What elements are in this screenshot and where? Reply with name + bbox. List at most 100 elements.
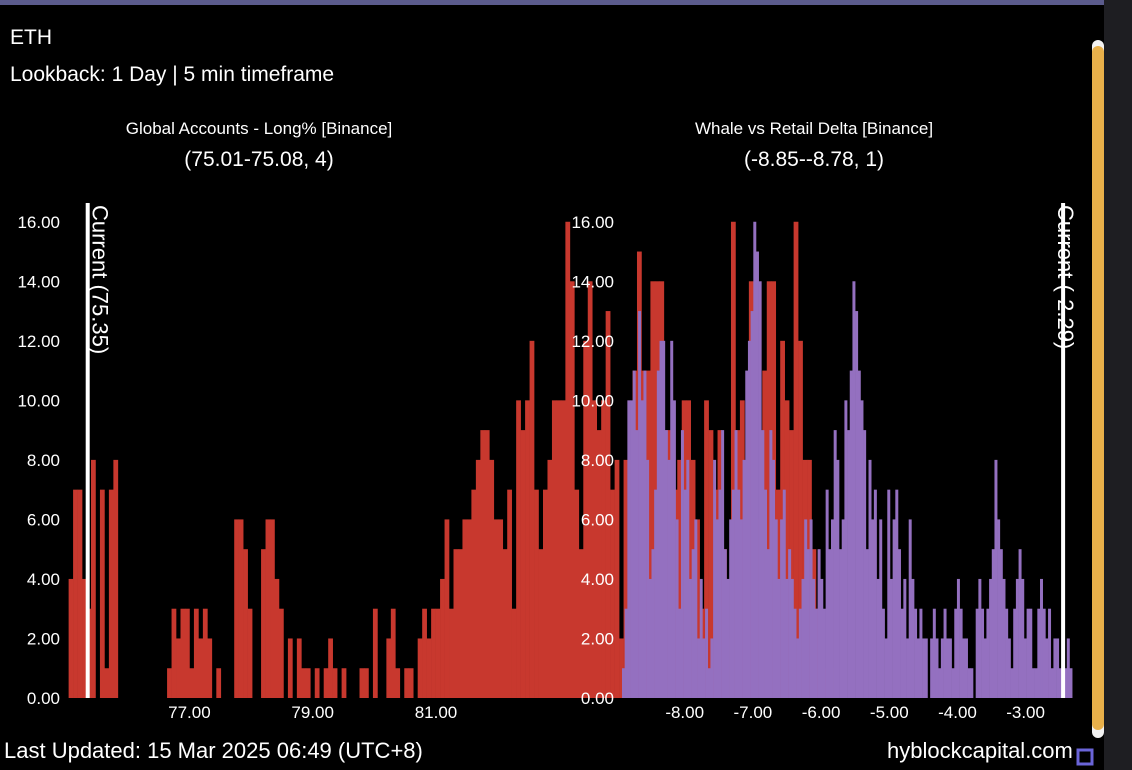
- chart-right-bar: [747, 340, 751, 698]
- chart-right-bar: [873, 489, 877, 698]
- chart-right-bar: [868, 459, 872, 698]
- chart-left-bar: [551, 400, 557, 698]
- chart-right-bar: [766, 549, 770, 698]
- chart-right-bar: [954, 608, 958, 698]
- chart-left-bar: [444, 519, 450, 698]
- chart-right-bar: [785, 578, 789, 698]
- chart-left-bar: [498, 519, 504, 698]
- chart-right-bar: [876, 578, 880, 698]
- chart-right-bar: [1015, 578, 1019, 698]
- chart-right-bar: [764, 489, 767, 698]
- chart-right-bar: [734, 430, 738, 698]
- chart-left-subtitle: (75.01-75.08, 4): [184, 148, 334, 171]
- chart-left-bar: [547, 459, 553, 698]
- chart-left-bar: [435, 608, 441, 698]
- chart-left-bar: [560, 400, 566, 698]
- chart-right-bar: [989, 578, 993, 698]
- chart-left-ytick-label: 12.00: [17, 332, 60, 351]
- chart-left-bar: [167, 668, 172, 698]
- chart-left-bar: [453, 549, 459, 698]
- chart-right-bar: [753, 221, 757, 698]
- chart-right-bar: [1010, 668, 1014, 698]
- chart-right-bar: [847, 430, 851, 698]
- chart-right-bar: [881, 608, 885, 698]
- chart-right-bar: [844, 400, 848, 698]
- brand-label[interactable]: hyblockcapital.com: [887, 738, 1073, 763]
- chart-right-bar: [780, 519, 784, 698]
- chart-right-ytick-label: 14.00: [571, 272, 614, 291]
- chart-left-bar: [202, 608, 208, 698]
- chart-right-ytick-label: 16.00: [571, 213, 614, 232]
- chart-left-bar: [238, 519, 244, 698]
- chart-right-bar: [790, 578, 794, 698]
- chart-right-bar: [755, 251, 759, 698]
- chart-right-bar: [930, 638, 934, 698]
- chart-left-bar: [578, 549, 584, 698]
- chart-right-bar: [723, 549, 727, 698]
- chart-right-bar: [1007, 638, 1011, 698]
- chart-left-bar: [176, 638, 181, 698]
- chart-left-bar: [99, 489, 105, 698]
- chart-right-bar: [857, 370, 861, 698]
- chart-left-bar: [543, 489, 548, 698]
- chart-left-bar: [323, 668, 329, 698]
- chart-left-bar: [431, 608, 436, 698]
- chart-right-ytick-label: 0.00: [581, 689, 614, 708]
- chart-right-bar: [812, 578, 816, 698]
- chart-left-bar: [328, 638, 333, 698]
- chart-right-bar: [721, 430, 725, 698]
- chart-right-bar: [630, 400, 634, 698]
- chart-right-bar: [900, 608, 904, 698]
- chart-left-bar: [261, 549, 266, 698]
- chart-right-bar: [967, 668, 971, 698]
- chart-left-bar: [556, 400, 562, 698]
- chart-right-bar: [761, 430, 765, 698]
- chart-right-xtick-label: -5.00: [870, 703, 909, 722]
- chart-right-ytick-label: 4.00: [581, 570, 614, 589]
- chart-left-bar: [216, 668, 222, 698]
- chart-right-bar: [782, 489, 786, 698]
- chart-left-xtick-label: 79.00: [291, 703, 334, 722]
- chart-left-bar: [301, 668, 307, 698]
- chart-left-bar: [583, 340, 589, 698]
- chart-right-bar: [713, 459, 717, 698]
- resize-corner-icon[interactable]: [1076, 744, 1098, 766]
- chart-right-bar: [804, 519, 808, 698]
- chart-right-bar: [871, 519, 875, 698]
- chart-right-bar: [948, 638, 952, 698]
- chart-right-xtick-label: -3.00: [1006, 703, 1045, 722]
- chart-left-bar: [189, 668, 195, 698]
- chart-right-bar: [1053, 638, 1057, 698]
- chart-left-bar: [207, 638, 213, 698]
- chart-left-ytick-label: 2.00: [27, 630, 60, 649]
- chart-right-bar: [1029, 608, 1033, 698]
- chart-right-bar: [729, 519, 733, 698]
- chart-right-bar: [659, 340, 663, 698]
- chart-right-bar: [1034, 668, 1038, 698]
- chart-right-bar: [710, 638, 714, 698]
- chart-right-bar: [884, 638, 888, 698]
- chart-left-bar: [520, 430, 526, 698]
- chart-right-bar: [906, 638, 910, 698]
- top-accent-bar: [0, 0, 1104, 5]
- scrollbar-thumb[interactable]: [1092, 46, 1104, 730]
- chart-left-bar: [90, 459, 96, 698]
- chart-left-bar: [534, 489, 539, 698]
- chart-right-bar: [1058, 668, 1062, 698]
- chart-left-bar: [287, 638, 293, 698]
- chart-left-bar: [408, 668, 414, 698]
- chart-left-bar: [234, 519, 239, 698]
- chart-left-title: Global Accounts - Long% [Binance]: [125, 119, 393, 138]
- asset-label: ETH: [10, 26, 52, 49]
- chart-left-bar: [386, 638, 392, 698]
- chart-right-bar: [809, 519, 813, 698]
- chart-right-bar: [793, 608, 797, 698]
- chart-right-bar: [849, 370, 853, 698]
- chart-right-xtick-label: -7.00: [734, 703, 773, 722]
- chart-right-bar: [702, 638, 706, 698]
- chart-right-bar: [745, 370, 749, 698]
- chart-right-bar: [667, 459, 671, 698]
- chart-right-bar: [1031, 668, 1035, 698]
- chart-left-bar: [180, 608, 186, 698]
- chart-right-bar: [774, 519, 778, 698]
